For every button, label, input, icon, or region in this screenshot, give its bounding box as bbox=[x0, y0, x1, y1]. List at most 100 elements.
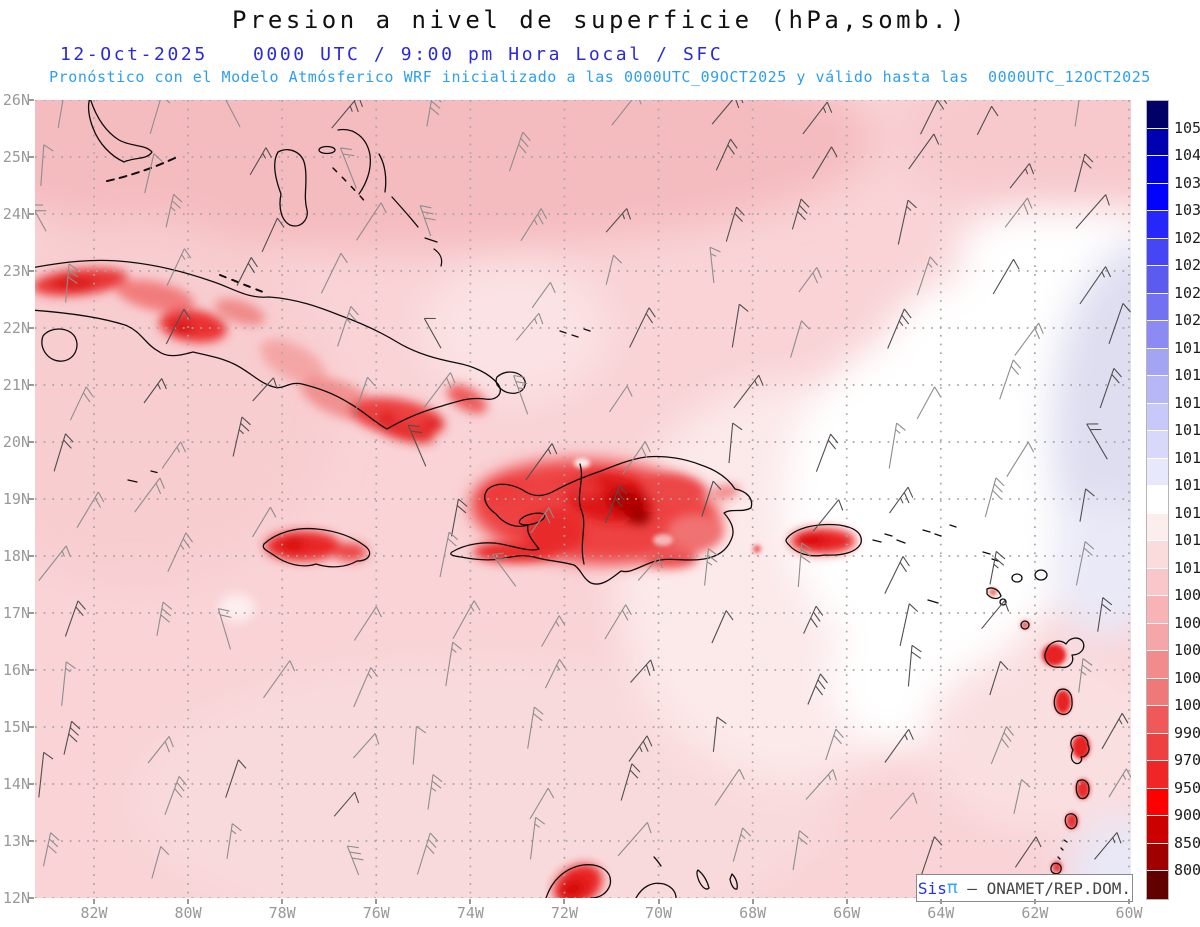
wind-barb bbox=[527, 706, 544, 749]
lon-label-64W: 64W bbox=[927, 904, 955, 922]
coastline-paraguana bbox=[635, 882, 677, 898]
colorbar-segment bbox=[1147, 541, 1168, 569]
colorbar-segment bbox=[1147, 816, 1168, 844]
lon-tick bbox=[939, 899, 942, 904]
wind-barb bbox=[798, 267, 822, 293]
wind-barb bbox=[899, 603, 919, 647]
colorbar-value-800: 800 bbox=[1174, 861, 1200, 880]
wind-barb bbox=[807, 673, 828, 705]
wind-barb bbox=[452, 600, 481, 640]
coastline-eleuthera bbox=[337, 128, 372, 195]
lat-tick bbox=[28, 555, 34, 557]
wind-barb bbox=[353, 376, 376, 418]
colorbar-value-1002: 1002 bbox=[1174, 668, 1200, 687]
wind-barb bbox=[333, 791, 360, 817]
wind-barb bbox=[346, 845, 364, 876]
wind-barb bbox=[217, 608, 232, 650]
colorbar-segment bbox=[1147, 293, 1168, 322]
wind-barb bbox=[412, 725, 427, 765]
colorbar-value-1022: 1022 bbox=[1174, 283, 1200, 302]
lat-tick bbox=[28, 897, 34, 899]
wind-barb bbox=[637, 556, 663, 581]
wind-barb bbox=[353, 606, 382, 641]
wind-barb bbox=[252, 506, 277, 538]
coastline-puerto-rico bbox=[785, 523, 862, 557]
wind-barb bbox=[530, 507, 555, 534]
wind-barb bbox=[508, 131, 531, 172]
coastline-martinique bbox=[1070, 734, 1090, 765]
wind-barb bbox=[42, 832, 60, 867]
coastline-aruba bbox=[653, 856, 662, 867]
wind-barb bbox=[423, 317, 442, 349]
wind-barb bbox=[812, 499, 844, 532]
colorbar-segment bbox=[1147, 101, 1168, 129]
colorbar-segment bbox=[1147, 183, 1168, 212]
colorbar-value-900: 900 bbox=[1174, 806, 1200, 825]
colorbar-value-1016: 1016 bbox=[1174, 421, 1200, 440]
wind-barb bbox=[423, 372, 456, 408]
lon-tick bbox=[845, 899, 848, 904]
wind-barb bbox=[1014, 322, 1044, 356]
wind-barb bbox=[1006, 441, 1035, 477]
coastline-dominica bbox=[1053, 688, 1073, 716]
coastline-cuba bbox=[35, 259, 501, 430]
wind-barb bbox=[791, 198, 810, 230]
colorbar-value-1050: 1050 bbox=[1174, 118, 1200, 137]
coastline-isla-juventud bbox=[41, 328, 78, 362]
wind-barb bbox=[252, 377, 278, 402]
colorbar-value-1012: 1012 bbox=[1174, 531, 1200, 550]
wind-barb bbox=[147, 736, 174, 764]
wind-barb bbox=[884, 556, 910, 594]
colorbar-value-1028: 1028 bbox=[1174, 228, 1200, 247]
colorbar-segment bbox=[1147, 706, 1168, 734]
colorbar-value-1018: 1018 bbox=[1174, 366, 1200, 385]
coastline-great-inagua bbox=[495, 371, 526, 394]
lon-label-70W: 70W bbox=[644, 904, 673, 922]
wind-barb bbox=[916, 256, 939, 296]
wind-barb bbox=[416, 832, 439, 875]
watermark-org: – ONAMET/REP.DOM. bbox=[957, 878, 1132, 898]
colorbar-segment bbox=[1147, 403, 1168, 432]
wind-barb bbox=[262, 660, 296, 699]
lon-label-60W: 60W bbox=[1115, 904, 1143, 922]
wind-barb bbox=[419, 205, 436, 237]
colorbar-segment bbox=[1147, 321, 1168, 349]
wind-barb bbox=[701, 480, 722, 517]
wind-barb bbox=[733, 374, 764, 409]
wind-barb bbox=[337, 306, 359, 347]
wind-barb bbox=[802, 101, 833, 135]
colorbar-value-1030: 1030 bbox=[1174, 201, 1200, 220]
lon-label-68W: 68W bbox=[739, 904, 767, 922]
wind-barbs-layer bbox=[35, 100, 1131, 879]
lat-label-18N: 18N bbox=[2, 547, 30, 565]
lat-tick bbox=[28, 840, 34, 842]
coastline-st-kitts bbox=[986, 587, 1002, 600]
wind-barb bbox=[76, 491, 105, 528]
lon-tick bbox=[93, 899, 95, 904]
wind-barb bbox=[166, 248, 192, 286]
colorbar-segment bbox=[1147, 678, 1168, 707]
lat-label-23N: 23N bbox=[2, 262, 30, 280]
colorbar-value-950: 950 bbox=[1174, 778, 1200, 797]
wind-barb bbox=[439, 531, 459, 578]
coastline-turks-caicos bbox=[559, 328, 591, 338]
colorbar-segment bbox=[1147, 623, 1168, 652]
wind-barb bbox=[69, 386, 94, 421]
coastline-new-providence bbox=[318, 145, 336, 155]
colorbar-value-1019: 1019 bbox=[1174, 338, 1200, 357]
wind-barb bbox=[529, 816, 546, 860]
wind-barb bbox=[1099, 367, 1122, 409]
lon-label-74W: 74W bbox=[456, 904, 484, 922]
forecast-date: 12-Oct-2025 bbox=[60, 44, 208, 65]
wind-barb bbox=[544, 659, 567, 689]
wind-barb bbox=[1094, 832, 1122, 860]
wind-barb bbox=[143, 378, 167, 404]
wind-barb bbox=[531, 281, 556, 309]
wind-barb bbox=[320, 252, 348, 294]
colorbar-value-1040: 1040 bbox=[1174, 146, 1200, 165]
colorbar-segment bbox=[1147, 128, 1168, 157]
watermark-brand: Sis bbox=[917, 878, 947, 898]
lon-tick bbox=[563, 899, 566, 904]
wind-barb bbox=[790, 320, 810, 358]
